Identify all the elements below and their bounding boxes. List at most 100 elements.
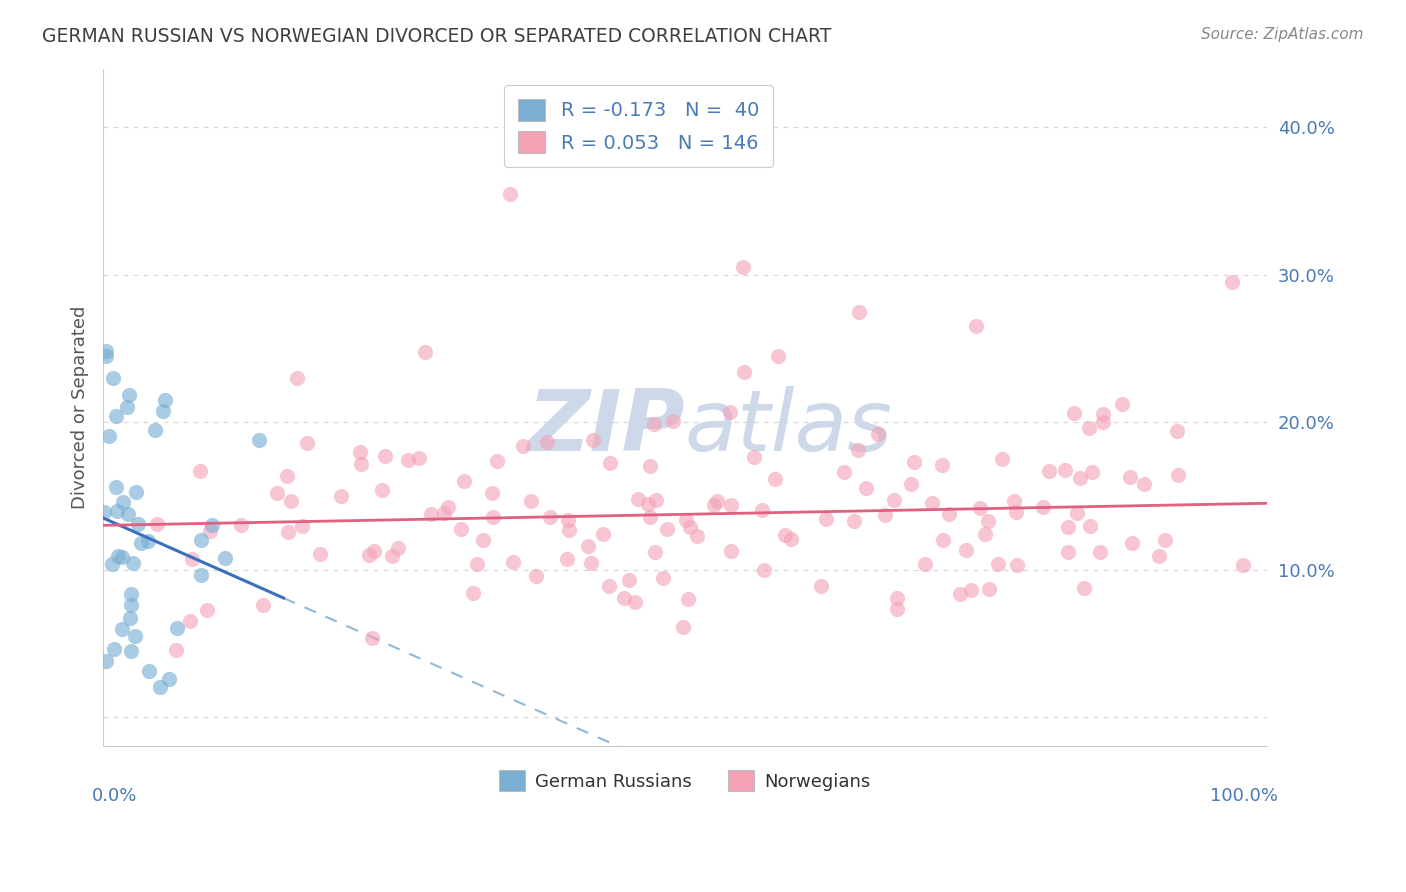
Point	[93, 505, 115, 519]
Point	[387, 541, 409, 556]
Point	[276, 469, 298, 483]
Point	[94, 343, 117, 358]
Point	[643, 417, 665, 431]
Point	[120, 587, 142, 601]
Point	[977, 582, 1000, 596]
Point	[773, 527, 796, 541]
Point	[1005, 504, 1028, 518]
Point	[675, 513, 697, 527]
Point	[195, 603, 218, 617]
Point	[810, 579, 832, 593]
Point	[485, 454, 508, 468]
Point	[360, 632, 382, 646]
Point	[122, 556, 145, 570]
Point	[105, 504, 128, 518]
Point	[644, 493, 666, 508]
Point	[396, 453, 419, 467]
Point	[949, 587, 972, 601]
Point	[955, 543, 977, 558]
Point	[350, 457, 373, 471]
Point	[524, 568, 547, 582]
Point	[481, 486, 503, 500]
Point	[733, 365, 755, 379]
Point	[903, 455, 925, 469]
Point	[1078, 519, 1101, 533]
Point	[499, 186, 522, 201]
Point	[763, 472, 786, 486]
Point	[1007, 558, 1029, 572]
Point	[990, 452, 1012, 467]
Point	[875, 508, 897, 522]
Point	[188, 464, 211, 478]
Point	[973, 527, 995, 541]
Point	[101, 557, 124, 571]
Point	[1133, 477, 1156, 491]
Point	[1111, 396, 1133, 410]
Point	[1121, 536, 1143, 550]
Point	[120, 598, 142, 612]
Point	[883, 493, 905, 508]
Point	[120, 643, 142, 657]
Point	[1073, 581, 1095, 595]
Point	[866, 427, 889, 442]
Point	[1077, 420, 1099, 434]
Point	[1166, 425, 1188, 439]
Point	[538, 510, 561, 524]
Point	[1069, 470, 1091, 484]
Point	[380, 549, 402, 563]
Point	[965, 319, 987, 334]
Point	[685, 529, 707, 543]
Point	[111, 550, 134, 565]
Point	[280, 493, 302, 508]
Point	[832, 465, 855, 479]
Point	[482, 510, 505, 524]
Point	[624, 595, 647, 609]
Point	[165, 643, 187, 657]
Point	[1092, 416, 1115, 430]
Point	[720, 498, 742, 512]
Point	[678, 520, 700, 534]
Point	[613, 591, 636, 605]
Point	[190, 568, 212, 582]
Point	[752, 563, 775, 577]
Point	[330, 489, 353, 503]
Point	[359, 548, 381, 562]
Point	[661, 415, 683, 429]
Point	[637, 497, 659, 511]
Point	[291, 519, 314, 533]
Point	[124, 629, 146, 643]
Point	[266, 486, 288, 500]
Point	[413, 344, 436, 359]
Point	[960, 583, 983, 598]
Point	[720, 544, 742, 558]
Text: atlas: atlas	[685, 386, 893, 469]
Point	[117, 507, 139, 521]
Point	[96, 349, 118, 363]
Point	[363, 544, 385, 558]
Point	[1091, 408, 1114, 422]
Point	[536, 434, 558, 449]
Point	[1088, 545, 1111, 559]
Point	[502, 555, 524, 569]
Point	[969, 500, 991, 515]
Point	[124, 485, 146, 500]
Text: ZIP: ZIP	[527, 386, 685, 469]
Point	[555, 552, 578, 566]
Point	[672, 620, 695, 634]
Point	[579, 556, 602, 570]
Point	[104, 480, 127, 494]
Point	[349, 445, 371, 459]
Point	[149, 680, 172, 694]
Point	[599, 456, 621, 470]
Point	[111, 623, 134, 637]
Point	[371, 483, 394, 497]
Point	[766, 349, 789, 363]
Point	[166, 621, 188, 635]
Point	[931, 458, 953, 473]
Point	[138, 664, 160, 678]
Point	[582, 434, 605, 448]
Legend: German Russians, Norwegians: German Russians, Norwegians	[492, 764, 877, 798]
Point	[742, 450, 765, 465]
Point	[1038, 465, 1060, 479]
Point	[1154, 533, 1177, 547]
